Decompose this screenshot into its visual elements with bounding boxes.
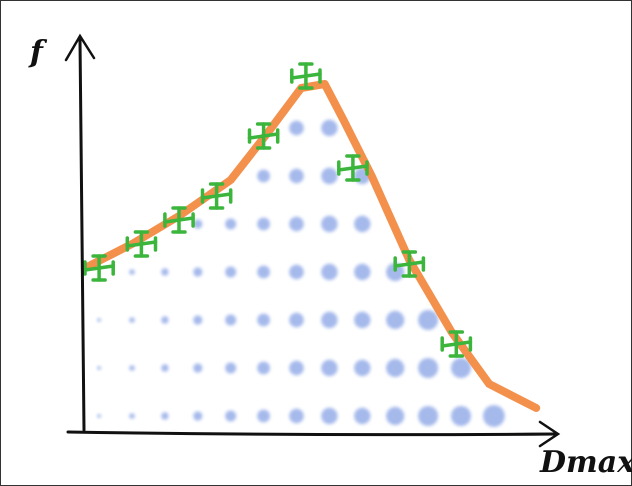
dot — [257, 361, 270, 375]
error-cross — [290, 62, 322, 90]
dot — [161, 316, 169, 324]
y-axis — [78, 38, 86, 432]
error-cross — [83, 254, 115, 282]
error-cross — [125, 230, 158, 258]
dot — [257, 217, 270, 231]
dot — [321, 167, 338, 185]
dot — [321, 215, 338, 233]
dot — [354, 311, 371, 329]
dot — [354, 215, 371, 233]
dot — [97, 366, 101, 370]
y-axis-arrow — [64, 33, 96, 62]
error-cross — [247, 122, 280, 150]
dot — [129, 413, 135, 419]
dot — [354, 359, 371, 377]
dot — [386, 406, 405, 426]
dot — [289, 264, 304, 280]
dot — [225, 410, 237, 422]
dot — [193, 363, 203, 373]
dot — [354, 263, 371, 281]
dot — [129, 269, 135, 275]
dot — [289, 408, 304, 424]
dot — [321, 263, 338, 281]
points-layer — [83, 62, 473, 358]
error-cross — [163, 206, 195, 234]
dot — [386, 262, 405, 282]
dot — [418, 310, 439, 330]
dot — [129, 365, 135, 371]
dot — [193, 411, 203, 421]
x-axis — [66, 430, 558, 437]
dot — [321, 359, 338, 377]
dot — [97, 318, 101, 322]
dot — [225, 362, 237, 374]
dot — [289, 120, 304, 136]
dot — [321, 407, 338, 425]
x-axis-label: Dmax — [539, 445, 632, 480]
dot — [161, 268, 169, 276]
dot — [451, 358, 471, 378]
dot — [386, 310, 405, 330]
dot — [257, 313, 270, 327]
dot — [225, 314, 237, 326]
dot — [289, 216, 304, 232]
dot — [451, 406, 471, 426]
x-axis-arrow — [538, 420, 561, 448]
dot — [257, 409, 270, 423]
dot — [289, 312, 304, 328]
dot — [193, 267, 203, 277]
error-cross — [200, 182, 233, 210]
dot — [321, 119, 338, 137]
dot — [97, 414, 101, 418]
error-cross — [440, 330, 473, 358]
dot — [257, 169, 270, 183]
dot — [418, 406, 439, 426]
dot — [193, 315, 203, 325]
dot — [386, 358, 405, 378]
dot — [418, 358, 439, 378]
dot — [193, 219, 203, 229]
dot — [129, 317, 135, 323]
dot — [321, 311, 338, 329]
dot — [354, 407, 371, 425]
dot — [161, 412, 169, 420]
error-cross — [337, 154, 369, 182]
dot — [289, 360, 304, 376]
dot — [483, 405, 505, 427]
dot — [289, 168, 304, 184]
dot — [257, 265, 270, 279]
dot — [161, 364, 169, 372]
dot — [225, 218, 237, 230]
dots-layer — [97, 119, 505, 427]
dot — [225, 266, 237, 278]
error-cross — [393, 250, 426, 278]
